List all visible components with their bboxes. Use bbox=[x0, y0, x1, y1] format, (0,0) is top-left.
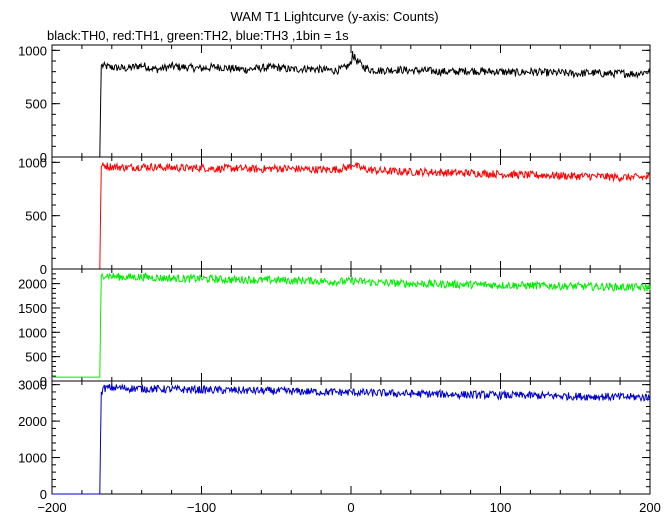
x-tick-label: 100 bbox=[490, 500, 512, 515]
x-tick-label: −100 bbox=[187, 500, 216, 515]
panel-th3: 0 1000 2000 3000 bbox=[18, 378, 651, 502]
y-tick-label: 0 bbox=[40, 374, 47, 389]
y-tick-label: 500 bbox=[25, 209, 47, 224]
y-tick-label: 3000 bbox=[18, 378, 47, 393]
y-tick-label: 2000 bbox=[18, 277, 47, 292]
y-tick-label: 1000 bbox=[18, 451, 47, 466]
y-tick-label: 500 bbox=[25, 97, 47, 112]
panel-th1: 0 500 1000 bbox=[18, 155, 651, 277]
panel-frame bbox=[51, 44, 651, 158]
series-line-th1 bbox=[52, 162, 651, 270]
y-tick-label: 1000 bbox=[18, 155, 47, 170]
y-tick-label: 0 bbox=[40, 150, 47, 165]
chart-subtitle: black:TH0, red:TH1, green:TH2, blue:TH3 … bbox=[47, 28, 349, 43]
y-tick-label: 1000 bbox=[18, 325, 47, 340]
x-tick-label: 0 bbox=[347, 500, 354, 515]
panel-th2: 0 500 1000 1500 2000 bbox=[18, 268, 651, 389]
x-tick-label: 200 bbox=[639, 500, 661, 515]
y-tick-label: 2000 bbox=[18, 414, 47, 429]
series-line-th0 bbox=[52, 51, 651, 158]
y-tick-label: 0 bbox=[40, 487, 47, 502]
y-tick-label: 0 bbox=[40, 262, 47, 277]
y-tick-label: 1000 bbox=[18, 43, 47, 58]
x-tick-label: −200 bbox=[37, 500, 66, 515]
chart-title: WAM T1 Lightcurve (y-axis: Counts) bbox=[230, 9, 439, 24]
panel-th0: 0 500 1000 bbox=[18, 43, 651, 165]
y-tick-label: 1500 bbox=[18, 301, 47, 316]
series-line-th2 bbox=[52, 272, 651, 378]
series-line-th3 bbox=[52, 383, 651, 495]
panels-group: 0500100005001000050010001500200001000200… bbox=[18, 43, 651, 502]
panel-frame bbox=[51, 156, 651, 270]
x-axis: −200 −100 0 100 200 bbox=[37, 500, 661, 515]
y-tick-label: 500 bbox=[25, 350, 47, 365]
panel-frame bbox=[51, 268, 651, 382]
panel-frame bbox=[51, 380, 651, 495]
